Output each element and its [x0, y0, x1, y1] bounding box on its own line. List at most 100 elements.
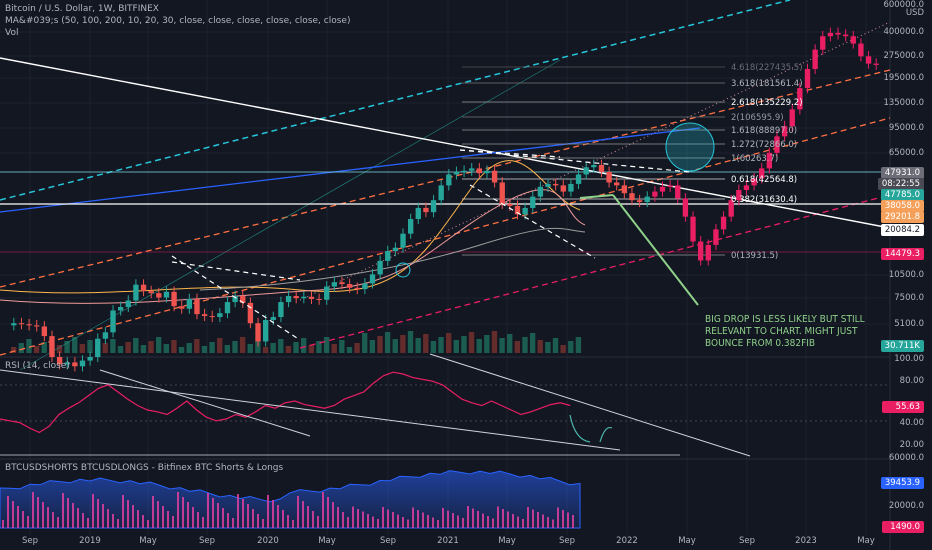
volume-bar [346, 347, 353, 353]
candle [659, 186, 666, 192]
longs-bar [272, 500, 274, 528]
volume-bar [133, 338, 139, 353]
volume-bar [33, 346, 40, 353]
time-tick: 2019 [79, 536, 101, 546]
volume-bar [384, 332, 391, 353]
longs-bar [247, 504, 249, 528]
volume-bar [285, 346, 292, 353]
longs-bar [162, 506, 164, 528]
longs-bar [337, 507, 339, 528]
ma-legend[interactable]: MA&#039;s (50, 100, 200, 10, 20, 30, clo… [5, 16, 351, 26]
volume-bar [117, 346, 124, 353]
candle [530, 196, 536, 208]
candle [385, 251, 391, 261]
candle [64, 362, 70, 365]
longs-bar [407, 519, 409, 528]
longs-bar [187, 502, 189, 528]
volume-bar [171, 340, 177, 353]
candle [446, 174, 452, 186]
longs-bar [522, 519, 524, 528]
candle [217, 313, 223, 318]
candle [72, 362, 78, 367]
volume-bar [392, 339, 398, 353]
volume-bar [484, 335, 490, 353]
price-unit: USD [905, 8, 924, 18]
thin-trend [19, 59, 561, 371]
volume-bar [415, 338, 421, 353]
volume-bar [87, 340, 93, 353]
candle [324, 286, 330, 300]
volume-bar [339, 340, 345, 353]
time-tick: Sep [738, 536, 756, 546]
volume-bar [178, 347, 185, 353]
candle [759, 168, 765, 179]
candle [560, 185, 566, 192]
volume-bar [491, 331, 498, 353]
candle [125, 300, 131, 308]
annotation-line-3: BOUNCE FROM 0.382FIB [705, 338, 816, 349]
candle [705, 244, 711, 261]
candle [262, 320, 269, 342]
candle [377, 260, 383, 275]
longs-bar [417, 510, 419, 528]
longs-bar [572, 515, 574, 528]
rsi-pane [0, 353, 890, 457]
longs-bar [257, 514, 259, 528]
longs-bar [47, 507, 49, 528]
longs-bar [497, 506, 499, 528]
candle [400, 233, 406, 248]
price-tag-ma: 29201.8 [880, 211, 924, 223]
volume-bar [278, 339, 284, 353]
candle [194, 298, 200, 315]
volume-bar [575, 337, 582, 353]
longs-bar [242, 499, 244, 528]
longs-bar [327, 497, 329, 528]
volume-bar [461, 336, 467, 353]
candle [827, 32, 834, 37]
candle [797, 88, 803, 110]
volume-bar [423, 334, 429, 353]
volume-legend[interactable]: Vol [5, 28, 19, 38]
volume-bar [430, 341, 437, 353]
shorts-tick: 60000.0 [888, 453, 924, 463]
price-tick: 135000.0 [883, 98, 924, 108]
longs-bar [157, 501, 159, 528]
candle [331, 282, 338, 287]
price-tag-ma: 38058.0 [880, 200, 924, 212]
longs-bar [387, 509, 389, 528]
volume-bar [64, 341, 70, 353]
candle [812, 49, 818, 69]
volume-bar [468, 332, 475, 353]
chart-symbol-title[interactable]: Bitcoin / U.S. Dollar, 1W, BITFINEX [5, 4, 159, 14]
candle [614, 182, 620, 186]
candle [522, 207, 528, 215]
volume-bar [110, 339, 116, 353]
longs-bar [392, 512, 394, 528]
blue-trend [0, 127, 701, 213]
longs-bar [352, 506, 354, 528]
volume-bar [369, 340, 376, 353]
volume-bar [140, 345, 147, 353]
candle [247, 302, 254, 324]
candle [430, 200, 437, 213]
volume-bar [514, 341, 521, 353]
candle [453, 171, 460, 175]
rsi-tick: 80.00 [899, 376, 924, 386]
volume-bar [125, 342, 131, 353]
rsi-title[interactable]: RSI (14, close) [5, 361, 70, 371]
price-tag-ma: 20084.2 [880, 224, 924, 236]
channel-top [0, 0, 791, 201]
longs-bar [167, 511, 169, 528]
longs-bar [262, 519, 264, 528]
volume-tag: 30.711K [880, 340, 924, 352]
longs-bar [42, 502, 44, 528]
longs-bar [532, 509, 534, 528]
longs-bar [237, 494, 239, 528]
fib-label: 0(13931.5) [731, 251, 779, 261]
time-tick: Sep [379, 536, 397, 546]
candle [644, 196, 650, 203]
candle [285, 296, 292, 303]
shorts-longs-title[interactable]: BTCUSDSHORTS BTCUSDLONGS - Bitfinex BTC … [5, 463, 284, 473]
dashed-pattern-line [459, 149, 691, 173]
